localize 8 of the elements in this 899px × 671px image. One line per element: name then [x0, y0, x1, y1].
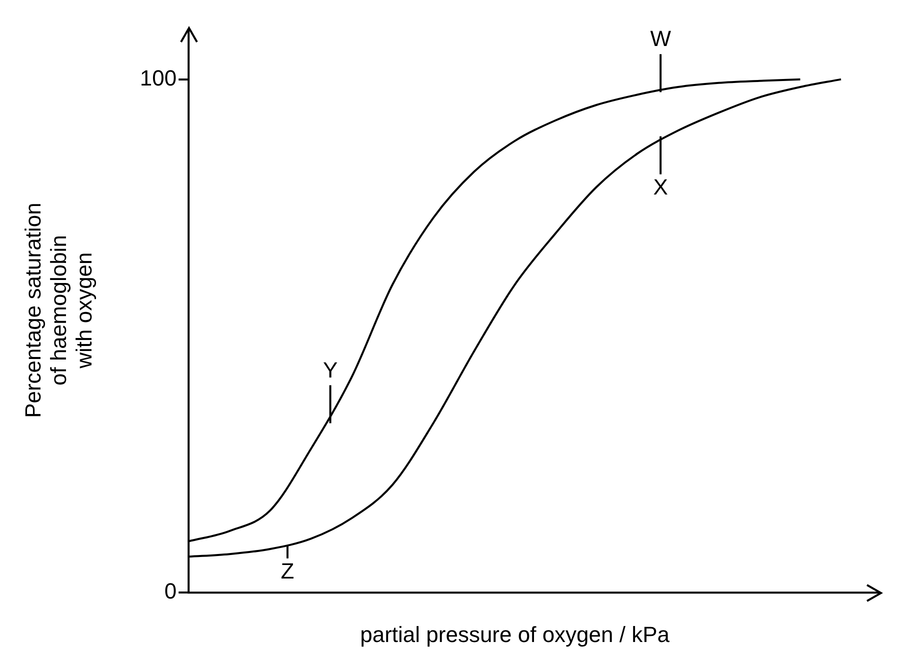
x-axis-title: partial pressure of oxygen / kPa [360, 622, 670, 647]
annotation: Z [280, 558, 294, 584]
annotation: W [650, 26, 672, 52]
y-tick-label: 0 [164, 578, 177, 604]
y-axis-title: Percentage saturation of haemoglobin with oxygen [20, 202, 96, 418]
annotation: Y [322, 357, 338, 382]
y-tick-label: 100 [140, 65, 177, 90]
annotation: X [653, 174, 668, 200]
